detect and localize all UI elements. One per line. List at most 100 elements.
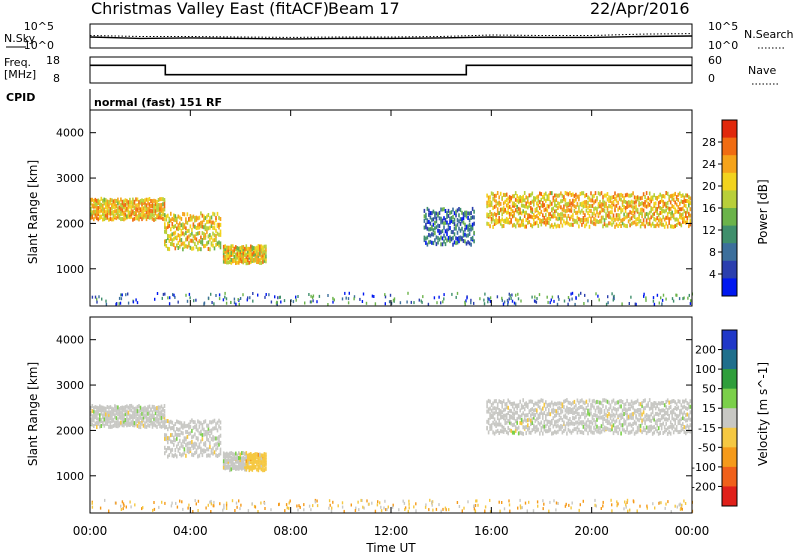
echo-cell [653, 414, 655, 419]
ground-cell [444, 506, 447, 510]
echo-cell [539, 399, 541, 404]
echo-cell [259, 251, 261, 256]
echo-cell [487, 195, 490, 200]
echo-cell [200, 211, 202, 216]
echo-cell [587, 211, 589, 215]
ground-cell [164, 292, 166, 296]
echo-cell [238, 461, 240, 466]
echo-cell [204, 419, 207, 424]
ground-cell [616, 500, 618, 504]
echo-cell [603, 412, 606, 417]
echo-cell [487, 222, 490, 227]
echo-cell [238, 458, 240, 463]
echo-cell [588, 420, 591, 425]
echo-cell [525, 210, 527, 215]
echo-cell [215, 216, 217, 220]
echo-cell [575, 415, 577, 420]
echo-cell [582, 200, 585, 205]
ground-cell [274, 295, 276, 299]
echo-cell [206, 423, 208, 428]
ground-cell [517, 297, 520, 301]
echo-cell [242, 254, 245, 259]
echo-cell [542, 201, 544, 205]
echo-cell [150, 199, 152, 203]
echo-cell [108, 209, 110, 214]
echo-cell [659, 206, 661, 211]
echo-cell [511, 201, 514, 206]
echo-cell [167, 221, 169, 226]
echo-cell [522, 218, 524, 223]
echo-cell [593, 207, 595, 211]
echo-cell [188, 446, 190, 451]
echo-cell [679, 409, 681, 414]
echo-cell [219, 229, 222, 234]
echo-cell [505, 420, 508, 425]
echo-cell [648, 406, 651, 411]
ground-cell [115, 302, 117, 306]
echo-cell [587, 418, 589, 423]
echo-cell [471, 235, 474, 240]
echo-cell [504, 421, 506, 426]
echo-cell [192, 453, 195, 458]
echo-cell [572, 213, 574, 218]
echo-cell [148, 197, 151, 201]
echo-cell [522, 194, 524, 199]
echo-cell [510, 428, 512, 433]
echo-cell [250, 252, 252, 257]
echo-cell [505, 210, 508, 215]
echo-cell [499, 400, 502, 404]
ground-cell [408, 499, 410, 503]
echo-cell [677, 419, 680, 424]
echo-cell [133, 421, 136, 426]
echo-cell [441, 236, 444, 241]
echo-cell [203, 244, 205, 249]
echo-cell [235, 252, 237, 257]
echo-cell [618, 404, 621, 409]
echo-cell [498, 399, 500, 404]
echo-cell [127, 420, 130, 425]
echo-cell [203, 232, 205, 237]
ground-cell [501, 501, 503, 504]
echo-cell [162, 420, 164, 425]
echo-cell [226, 458, 228, 463]
echo-cell [185, 226, 187, 231]
echo-cell [523, 214, 526, 218]
echo-cell [545, 207, 547, 212]
echo-cell [641, 401, 643, 406]
echo-cell [530, 418, 532, 423]
echo-cell [644, 212, 646, 217]
echo-cell [528, 430, 531, 435]
echo-cell [253, 460, 255, 465]
echo-cell [473, 209, 475, 214]
echo-cell [660, 194, 663, 199]
echo-cell [527, 402, 529, 407]
echo-cell [502, 429, 505, 434]
echo-cell [566, 409, 568, 414]
colorbar-tick-label: 100 [695, 363, 716, 376]
echo-cell [443, 239, 445, 244]
echo-cell [102, 207, 104, 212]
echo-cell [507, 431, 509, 436]
echo-cell [173, 225, 175, 230]
echo-cell [555, 216, 558, 221]
echo-cell [627, 204, 630, 209]
echo-cell [659, 221, 661, 226]
ground-cell [276, 303, 278, 306]
ground-cell [542, 499, 544, 503]
echo-cell [688, 416, 690, 421]
echo-cell [179, 225, 181, 230]
echo-cell [659, 217, 661, 222]
echo-cell [212, 437, 214, 442]
ground-cell [571, 291, 574, 295]
ground-cell [260, 501, 262, 505]
ground-cell [658, 501, 660, 505]
ground-cell [616, 504, 618, 508]
echo-cell [606, 421, 609, 425]
echo-cell [528, 399, 531, 404]
velocity-panel-frame [89, 316, 693, 514]
echo-cell [510, 218, 512, 223]
freq-traces [90, 56, 692, 76]
echo-cell [130, 205, 133, 210]
echo-cell [555, 193, 558, 198]
ground-cell [605, 302, 608, 306]
